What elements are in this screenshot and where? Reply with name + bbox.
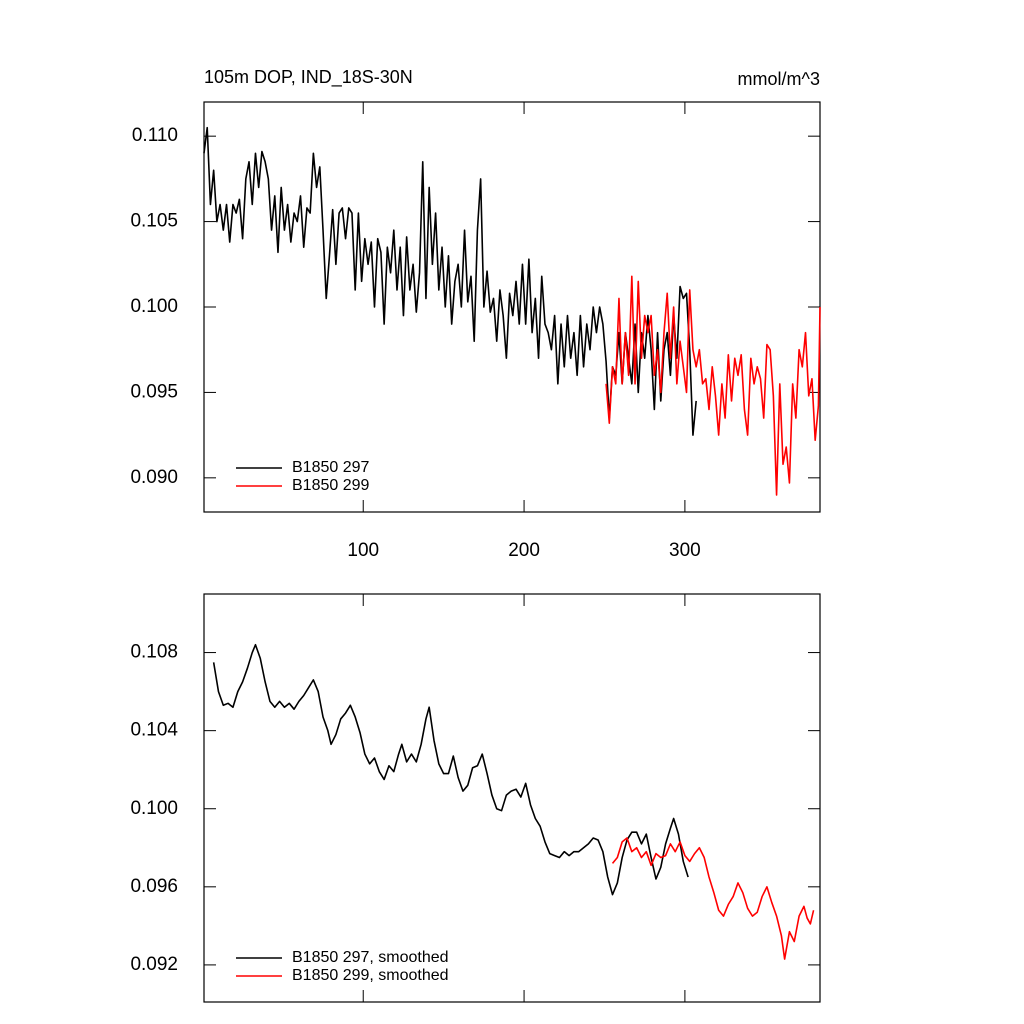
x-tick-label: 300 (669, 540, 701, 561)
y-tick-label: 0.100 (130, 296, 178, 317)
y-tick-label: 0.096 (130, 876, 178, 897)
y-tick-label: 0.100 (130, 798, 178, 819)
y-tick-label: 0.092 (130, 954, 178, 975)
plot-frame (203, 593, 821, 1003)
y-tick-label: 0.105 (130, 211, 178, 232)
chart-title: 105m DOP, IND_18S-30N (204, 67, 413, 88)
x-tick-label: 200 (508, 540, 540, 561)
data-line (203, 126, 697, 436)
x-tick-label: 100 (347, 540, 379, 561)
data-line (611, 837, 815, 960)
units-label: mmol/m^3 (738, 69, 820, 89)
data-line (212, 643, 689, 896)
y-tick-label: 0.090 (130, 467, 178, 488)
legend-label: B1850 297 (292, 459, 370, 476)
y-tick-label: 0.095 (130, 381, 178, 402)
y-tick-label: 0.108 (130, 642, 178, 663)
legend-label: B1850 299, smoothed (292, 967, 449, 984)
legend-label: B1850 297, smoothed (292, 949, 449, 966)
legend-label: B1850 299 (292, 477, 370, 494)
data-line (605, 275, 821, 496)
y-tick-label: 0.104 (130, 720, 178, 741)
y-tick-label: 0.110 (132, 125, 178, 146)
